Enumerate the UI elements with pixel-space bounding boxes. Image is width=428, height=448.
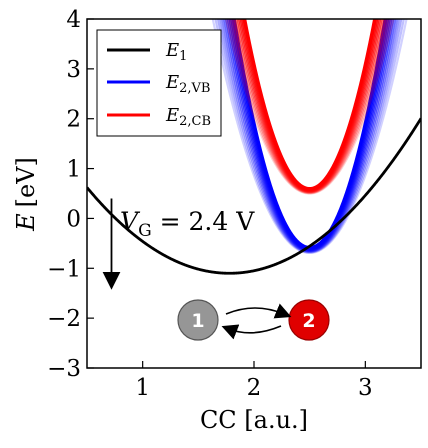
band-curve-2cb xyxy=(238,19,382,192)
legend-e2vb-sub: 2,VB xyxy=(179,81,210,96)
band-curve-2cb xyxy=(235,19,385,193)
band-curve-2vb xyxy=(228,19,391,250)
y-axis-ticks: −3 −2 −1 0 1 2 3 4 xyxy=(47,7,94,382)
band-curve-2vb xyxy=(225,19,395,252)
y-tick-label: 3 xyxy=(66,57,81,83)
transition-arrow-forward xyxy=(225,303,292,319)
gate-voltage-value: = 2.4 V xyxy=(152,207,256,236)
legend-e2vb-main: E xyxy=(165,72,179,93)
x-axis-label: CC [a.u.] xyxy=(200,406,308,434)
y-tick-label: −1 xyxy=(47,256,81,282)
band-curve-2cb xyxy=(231,19,388,194)
band-curve-2vb xyxy=(211,19,408,255)
legend-label-e2cb: E2,CB xyxy=(165,105,211,129)
x-tick-label: 2 xyxy=(247,375,262,401)
legend-label-e1: E1 xyxy=(165,40,187,64)
gate-voltage-label: VG = 2.4 V xyxy=(120,207,255,241)
band-curve-2cb xyxy=(236,19,383,192)
band-curve-2vb xyxy=(219,19,401,253)
curve-e1 xyxy=(87,117,421,275)
y-tick-label: 2 xyxy=(66,107,81,133)
legend-e2cb-sub: 2,CB xyxy=(179,114,211,129)
band-curve-2vb xyxy=(227,19,393,251)
y-tick-label: −3 xyxy=(47,356,81,382)
band-curve-2vb xyxy=(216,19,403,254)
y-tick-label: −2 xyxy=(47,306,81,332)
y-axis-label-var: E xyxy=(12,213,40,232)
y-tick-label: 0 xyxy=(66,206,81,232)
transition-arrow-backward xyxy=(221,324,282,340)
x-tick-label: 1 xyxy=(135,375,150,401)
band-curve-2cb xyxy=(233,19,387,193)
state-diagram: 1 2 xyxy=(177,299,330,341)
legend-e1-main: E xyxy=(165,40,179,61)
state-2-circle xyxy=(288,299,330,341)
band-curves xyxy=(211,19,408,255)
y-axis-label-unit: [eV] xyxy=(12,157,40,207)
band-curve-2cb xyxy=(227,19,393,195)
legend-e1-sub: 1 xyxy=(179,49,187,64)
state-1-label: 1 xyxy=(191,310,204,332)
gate-voltage-sub: G xyxy=(138,221,152,241)
legend: E1 E2,VB E2,CB xyxy=(96,29,222,137)
state-1-circle xyxy=(177,299,219,341)
band-edge-2cb xyxy=(243,19,377,191)
x-tick-label: 3 xyxy=(358,375,373,401)
band-curve-2vb xyxy=(214,19,405,254)
legend-e2cb-main: E xyxy=(165,105,179,126)
y-axis-label: E [eV] xyxy=(12,157,40,232)
band-curve-2cb xyxy=(224,19,395,195)
band-curve-2cb xyxy=(229,19,390,194)
band-curve-2cb xyxy=(239,19,380,191)
legend-label-e2vb: E2,VB xyxy=(165,72,211,96)
gate-voltage-var: V xyxy=(120,207,141,236)
state-2-label: 2 xyxy=(302,310,315,332)
band-edge-2vb xyxy=(232,19,387,249)
x-axis-ticks: 1 2 3 xyxy=(135,361,373,401)
band-curve-2vb xyxy=(223,19,396,252)
band-curve-2vb xyxy=(221,19,398,253)
y-tick-label: 1 xyxy=(66,157,81,183)
y-tick-label: 4 xyxy=(66,7,81,33)
main-curves xyxy=(87,117,421,275)
